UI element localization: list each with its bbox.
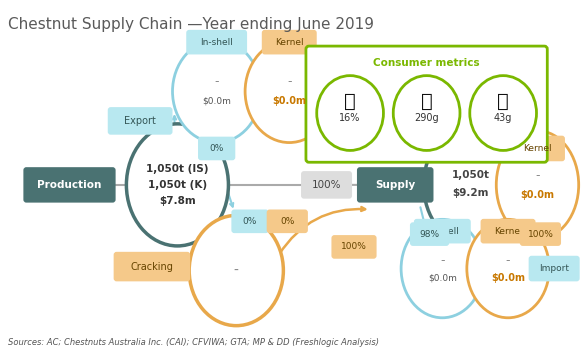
FancyBboxPatch shape: [301, 171, 352, 199]
Text: $0.0m: $0.0m: [428, 274, 457, 283]
Text: 16%: 16%: [339, 113, 361, 123]
Text: $0.0m: $0.0m: [202, 97, 231, 106]
FancyBboxPatch shape: [510, 136, 565, 161]
Ellipse shape: [470, 75, 536, 151]
FancyBboxPatch shape: [439, 136, 502, 161]
Text: Kernel: Kernel: [523, 144, 552, 153]
Text: 1,050t (IS): 1,050t (IS): [146, 164, 209, 174]
FancyBboxPatch shape: [114, 252, 190, 281]
Text: In-shell: In-shell: [426, 227, 459, 236]
Text: 290g: 290g: [414, 113, 439, 123]
Text: Cracking: Cracking: [131, 262, 173, 272]
Ellipse shape: [496, 131, 579, 239]
FancyBboxPatch shape: [107, 107, 173, 135]
Text: $0.0m: $0.0m: [491, 273, 525, 283]
FancyBboxPatch shape: [198, 137, 235, 160]
Ellipse shape: [467, 219, 549, 318]
Text: -: -: [287, 75, 292, 88]
Text: Supply: Supply: [375, 180, 415, 190]
Text: 100%: 100%: [312, 180, 341, 190]
FancyBboxPatch shape: [357, 167, 433, 203]
FancyBboxPatch shape: [331, 235, 376, 259]
Text: Export: Export: [124, 116, 156, 126]
Ellipse shape: [401, 219, 483, 318]
Text: 0%: 0%: [243, 217, 257, 226]
Text: 1,050t: 1,050t: [452, 170, 490, 180]
Ellipse shape: [245, 40, 333, 142]
Text: Consumer metrics: Consumer metrics: [374, 58, 480, 68]
Text: -: -: [234, 263, 239, 278]
Text: -: -: [440, 254, 444, 267]
Ellipse shape: [317, 75, 383, 151]
FancyBboxPatch shape: [410, 222, 449, 246]
Ellipse shape: [189, 215, 284, 326]
Text: 0%: 0%: [280, 217, 295, 226]
FancyBboxPatch shape: [262, 30, 317, 54]
Text: $0.0m: $0.0m: [272, 96, 306, 106]
Text: 0%: 0%: [210, 144, 224, 153]
Text: Sources: AC; Chestnuts Australia Inc. (CAI); CFVIWA; GTA; MP & DD (Freshlogic An: Sources: AC; Chestnuts Australia Inc. (C…: [8, 338, 379, 347]
FancyBboxPatch shape: [267, 209, 308, 233]
Text: In-shell: In-shell: [200, 38, 233, 47]
Text: -: -: [506, 254, 510, 267]
Text: 1,050t (K): 1,050t (K): [148, 180, 207, 190]
Text: $7.8m: $7.8m: [159, 196, 196, 206]
Text: 👥: 👥: [497, 92, 509, 111]
Ellipse shape: [173, 40, 261, 142]
Text: $0.0m: $0.0m: [521, 190, 554, 200]
Text: $9.2m: $9.2m: [453, 188, 489, 198]
Text: 43g: 43g: [494, 113, 512, 123]
FancyBboxPatch shape: [231, 209, 268, 233]
FancyBboxPatch shape: [187, 30, 247, 54]
Text: 🛍: 🛍: [421, 92, 432, 111]
Text: -: -: [535, 168, 540, 182]
Text: Kernel: Kernel: [275, 38, 303, 47]
Ellipse shape: [424, 126, 518, 244]
Text: Production: Production: [37, 180, 102, 190]
Ellipse shape: [127, 124, 228, 246]
Text: 100%: 100%: [341, 242, 367, 251]
Text: In-shell: In-shell: [454, 144, 487, 153]
Text: 🏠: 🏠: [344, 92, 356, 111]
FancyBboxPatch shape: [23, 167, 116, 203]
FancyBboxPatch shape: [306, 46, 547, 162]
Text: Import: Import: [539, 264, 569, 273]
FancyBboxPatch shape: [480, 219, 536, 244]
Text: 100%: 100%: [528, 230, 553, 239]
Text: 98%: 98%: [419, 230, 440, 239]
Text: Chestnut Supply Chain —Year ending June 2019: Chestnut Supply Chain —Year ending June …: [8, 17, 374, 32]
FancyBboxPatch shape: [520, 222, 561, 246]
Ellipse shape: [393, 75, 460, 151]
FancyBboxPatch shape: [414, 219, 471, 244]
FancyBboxPatch shape: [529, 256, 580, 281]
Text: -: -: [214, 75, 219, 88]
Text: Kernel: Kernel: [494, 227, 522, 236]
